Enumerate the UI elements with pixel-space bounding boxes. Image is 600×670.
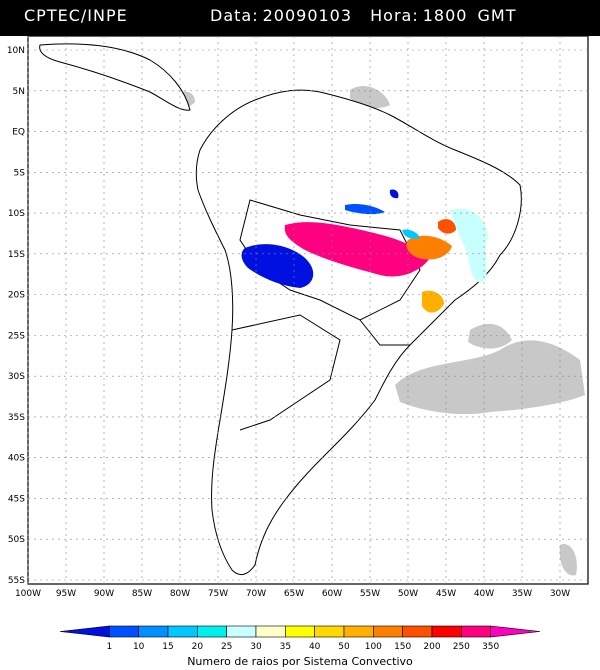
legend-value: 150 — [394, 642, 411, 652]
longitude-label: 70W — [246, 589, 266, 599]
legend-value: 20 — [192, 642, 204, 652]
latitude-label: 35S — [8, 413, 25, 423]
legend-swatch — [59, 625, 110, 638]
source-label: CPTEC/INPE — [24, 6, 128, 25]
legend-swatch — [373, 625, 403, 638]
longitude-label: 55W — [360, 589, 380, 599]
latitude-label: 40S — [8, 454, 25, 464]
legend-value: 100 — [365, 642, 382, 652]
legend-value: 35 — [280, 642, 291, 652]
legend-swatch — [343, 625, 374, 638]
latitude-label: 10N — [7, 46, 25, 56]
lightning-cluster — [422, 290, 444, 313]
legend-swatch — [109, 625, 139, 638]
legend-value: 10 — [133, 642, 145, 652]
legend-swatch — [167, 625, 198, 638]
lightning-cluster — [241, 244, 314, 288]
latitude-label: 55S — [8, 576, 25, 586]
legend-swatch — [402, 625, 433, 638]
longitude-label: 35W — [512, 589, 532, 599]
latitude-label: 15S — [8, 250, 25, 260]
south-america-outline — [195, 89, 522, 576]
legend-swatch — [226, 625, 257, 638]
longitude-axis: 100W 95W 90W 85W 80W 75W 70W 65W 60W 55W 50W 45W 40W… — [15, 36, 570, 599]
legend-value: 1 — [106, 642, 112, 652]
legend-value: 25 — [221, 642, 232, 652]
map-svg: 10N5NEQ5S10S15S20S25S30S35S40S45S50S55S … — [7, 36, 589, 652]
legend-value: 250 — [453, 642, 470, 652]
legend-swatch — [197, 625, 227, 638]
legend-swatch — [490, 625, 541, 638]
header-bar: CPTEC/INPE Data: 20090103 Hora: 1800 GMT — [0, 0, 600, 36]
latitude-axis: 10N 5N EQ 5S 10S 15S 20S 25S 30S 35S 40S 45S 50S 55S — [7, 46, 588, 586]
latitude-label: 25S — [8, 331, 25, 341]
longitude-label: 95W — [56, 589, 76, 599]
lightning-cluster — [402, 229, 420, 239]
hour-label: Hora: — [370, 6, 419, 25]
lightning-cluster — [406, 235, 452, 260]
longitude-label: 75W — [208, 589, 228, 599]
lightning-cluster — [345, 203, 385, 215]
legend-swatch — [431, 625, 462, 638]
legend-value: 30 — [250, 642, 262, 652]
color-legend: 1 10 15 20 25 30 35 40 50 100 150 200 250 350 — [59, 625, 541, 652]
longitude-label: 100W — [15, 589, 41, 599]
legend-value: 350 — [482, 642, 499, 652]
latitude-label: 5S — [14, 168, 26, 178]
legend-swatch — [138, 625, 169, 638]
legend-title: Numero de raios por Sistema Convectivo — [187, 655, 413, 668]
longitude-label: 85W — [132, 589, 152, 599]
lightning-cluster — [450, 208, 488, 283]
date-value: 20090103 — [262, 6, 353, 25]
country-border — [359, 319, 410, 346]
latitude-label: 5N — [13, 87, 25, 97]
lightning-clusters — [241, 189, 488, 313]
date-label: Data: — [210, 6, 259, 25]
longitude-label: 30W — [550, 589, 570, 599]
latitude-label: 45S — [8, 494, 25, 504]
legend-value: 15 — [162, 642, 173, 652]
longitude-label: 60W — [322, 589, 342, 599]
hour-value: 1800 — [422, 6, 468, 25]
longitude-label: 90W — [94, 589, 114, 599]
legend-value: 50 — [338, 642, 350, 652]
timestamp: Data: 20090103 Hora: 1800 GMT — [210, 6, 521, 25]
cloud-patch — [559, 544, 577, 576]
central-america-outline — [39, 43, 191, 111]
legend-swatch — [255, 625, 286, 638]
longitude-label: 40W — [474, 589, 494, 599]
lightning-cluster — [284, 222, 430, 277]
latitude-label: EQ — [12, 128, 25, 138]
longitude-label: 65W — [284, 589, 304, 599]
latitude-label: 10S — [8, 209, 25, 219]
longitude-label: 80W — [170, 589, 190, 599]
legend-swatch — [461, 625, 491, 638]
longitude-label: 50W — [398, 589, 418, 599]
legend-value: 200 — [423, 642, 440, 652]
lightning-cluster — [389, 189, 399, 199]
lightning-cluster — [438, 219, 456, 234]
legend-swatch — [314, 625, 345, 638]
cloud-patch — [395, 340, 585, 415]
latitude-label: 30S — [8, 372, 25, 382]
latitude-label: 50S — [8, 535, 25, 545]
cloud-patch — [468, 323, 512, 349]
latitude-label: 20S — [8, 291, 25, 301]
timezone: GMT — [477, 6, 517, 25]
country-border — [231, 314, 341, 431]
legend-value: 40 — [309, 642, 321, 652]
longitude-label: 45W — [436, 589, 456, 599]
legend-swatch — [285, 625, 315, 638]
